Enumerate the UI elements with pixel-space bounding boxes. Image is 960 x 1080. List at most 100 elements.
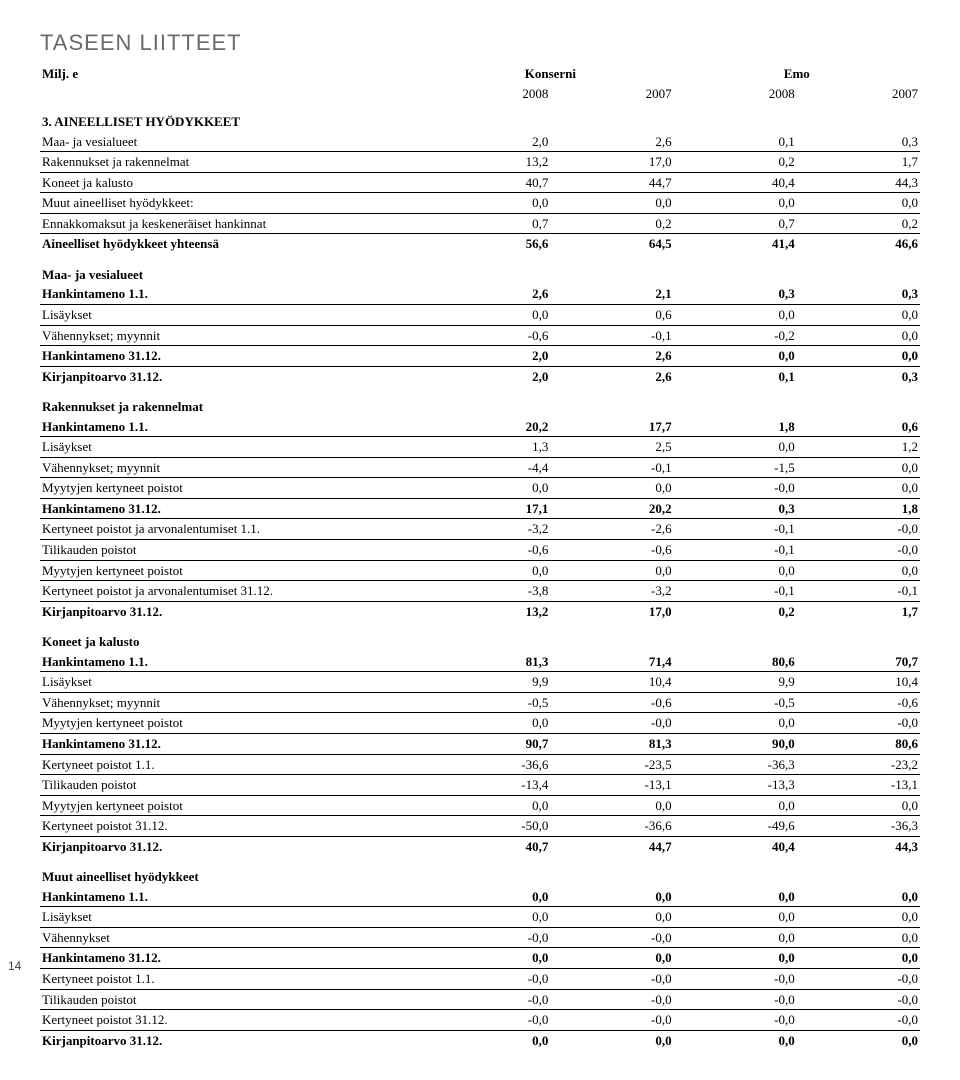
row-value: 2008 — [674, 84, 797, 104]
row-value: -0,0 — [797, 519, 920, 540]
row-value: 0,0 — [427, 948, 550, 969]
row-value: 17,7 — [550, 417, 673, 437]
row-value: 0,0 — [674, 437, 797, 458]
data-row: Lisäykset1,32,50,01,2 — [40, 437, 920, 458]
row-value: 0,2 — [674, 152, 797, 173]
row-value: 70,7 — [797, 652, 920, 672]
data-row: Myytyjen kertyneet poistot0,0-0,00,0-0,0 — [40, 713, 920, 734]
row-value: 64,5 — [550, 234, 673, 254]
row-value: -0,0 — [674, 1010, 797, 1031]
row-value: -0,1 — [550, 457, 673, 478]
row-value: 0,6 — [550, 305, 673, 326]
row-value: 0,0 — [674, 927, 797, 948]
row-label: Muut aineelliset hyödykkeet: — [40, 193, 427, 214]
subsection-title: Rakennukset ja rakennelmat — [40, 386, 920, 417]
row-value: 2,0 — [427, 366, 550, 386]
row-value: 0,0 — [427, 305, 550, 326]
row-value: 56,6 — [427, 234, 550, 254]
row-label: Kertyneet poistot ja arvonalentumiset 31… — [40, 581, 427, 602]
row-value: -36,3 — [674, 754, 797, 775]
row-label: Kertyneet poistot 31.12. — [40, 816, 427, 837]
row-value: -36,6 — [550, 816, 673, 837]
row-value: -2,6 — [550, 519, 673, 540]
row-value: 20,2 — [427, 417, 550, 437]
row-value — [427, 386, 550, 417]
data-row: Lisäykset9,910,49,910,4 — [40, 672, 920, 693]
row-value: -0,1 — [674, 581, 797, 602]
row-value: -0,0 — [550, 713, 673, 734]
row-label: Aineelliset hyödykkeet yhteensä — [40, 234, 427, 254]
notes-table: Milj. eKonserniEmo20082007200820073. AIN… — [40, 64, 920, 1050]
row-label: Hankintameno 31.12. — [40, 733, 427, 754]
row-value — [674, 254, 797, 285]
data-row: Kertyneet poistot ja arvonalentumiset 31… — [40, 581, 920, 602]
row-value: 90,7 — [427, 733, 550, 754]
data-row: Hankintameno 31.12.17,120,20,31,8 — [40, 498, 920, 519]
row-value: 2,6 — [550, 132, 673, 152]
row-label: Tilikauden poistot — [40, 540, 427, 561]
row-value: 0,3 — [797, 366, 920, 386]
row-value: 2007 — [550, 84, 673, 104]
row-value: -0,5 — [427, 692, 550, 713]
row-value — [550, 856, 673, 887]
data-row: Myytyjen kertyneet poistot0,00,00,00,0 — [40, 795, 920, 816]
page-number: 14 — [8, 959, 21, 973]
row-value — [550, 621, 673, 652]
row-value: 0,6 — [797, 417, 920, 437]
row-value: -3,2 — [427, 519, 550, 540]
data-row: Rakennukset ja rakennelmat13,217,00,21,7 — [40, 152, 920, 173]
data-row: Hankintameno 31.12.2,02,60,00,0 — [40, 346, 920, 367]
row-value — [674, 621, 797, 652]
row-value: 0,0 — [797, 346, 920, 367]
row-value — [427, 103, 550, 132]
row-value: 2,6 — [550, 366, 673, 386]
row-label: Vähennykset; myynnit — [40, 692, 427, 713]
row-label: Kirjanpitoarvo 31.12. — [40, 601, 427, 621]
row-label: Lisäykset — [40, 305, 427, 326]
row-value: 0,0 — [797, 1030, 920, 1050]
data-row: Kirjanpitoarvo 31.12.2,02,60,10,3 — [40, 366, 920, 386]
row-value: -0,1 — [674, 519, 797, 540]
data-row: Kirjanpitoarvo 31.12.40,744,740,444,3 — [40, 836, 920, 856]
year-row: 2008200720082007 — [40, 84, 920, 104]
row-label: Rakennukset ja rakennelmat — [40, 386, 427, 417]
row-value: 40,4 — [674, 836, 797, 856]
row-label: Rakennukset ja rakennelmat — [40, 152, 427, 173]
row-value: 0,0 — [674, 1030, 797, 1050]
row-value: 0,0 — [797, 478, 920, 499]
row-value: 0,0 — [674, 795, 797, 816]
row-value: 0,3 — [797, 284, 920, 304]
row-value: -4,4 — [427, 457, 550, 478]
row-value: -0,1 — [550, 325, 673, 346]
row-label — [40, 84, 427, 104]
row-value: -13,1 — [550, 775, 673, 796]
row-label: Tilikauden poistot — [40, 989, 427, 1010]
row-value: 0,0 — [427, 795, 550, 816]
row-value — [674, 386, 797, 417]
row-value: 0,0 — [674, 346, 797, 367]
subsection-title: Maa- ja vesialueet — [40, 254, 920, 285]
data-row: Hankintameno 31.12.90,781,390,080,6 — [40, 733, 920, 754]
header-row: Milj. eKonserniEmo — [40, 64, 920, 84]
data-row: Koneet ja kalusto40,744,740,444,3 — [40, 172, 920, 193]
row-value: -0,1 — [797, 581, 920, 602]
row-value: -0,1 — [674, 540, 797, 561]
row-value: -0,5 — [674, 692, 797, 713]
row-value: -0,2 — [674, 325, 797, 346]
row-value: 0,7 — [674, 213, 797, 234]
row-value: 2007 — [797, 84, 920, 104]
row-value — [797, 856, 920, 887]
row-value — [797, 621, 920, 652]
row-value: -0,0 — [797, 989, 920, 1010]
data-row: Tilikauden poistot-13,4-13,1-13,3-13,1 — [40, 775, 920, 796]
row-value: 0,0 — [550, 193, 673, 214]
row-value: 9,9 — [427, 672, 550, 693]
row-value: -0,6 — [550, 540, 673, 561]
row-value: 0,0 — [427, 560, 550, 581]
row-value: 0,0 — [550, 560, 673, 581]
row-value: 0,0 — [797, 193, 920, 214]
row-value: -0,0 — [550, 968, 673, 989]
row-label: Kertyneet poistot 1.1. — [40, 968, 427, 989]
row-value: -0,0 — [550, 989, 673, 1010]
row-value: -36,3 — [797, 816, 920, 837]
